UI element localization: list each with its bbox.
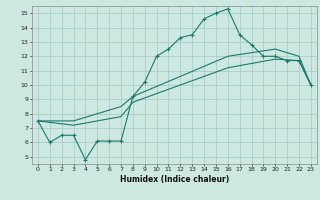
X-axis label: Humidex (Indice chaleur): Humidex (Indice chaleur) [120,175,229,184]
